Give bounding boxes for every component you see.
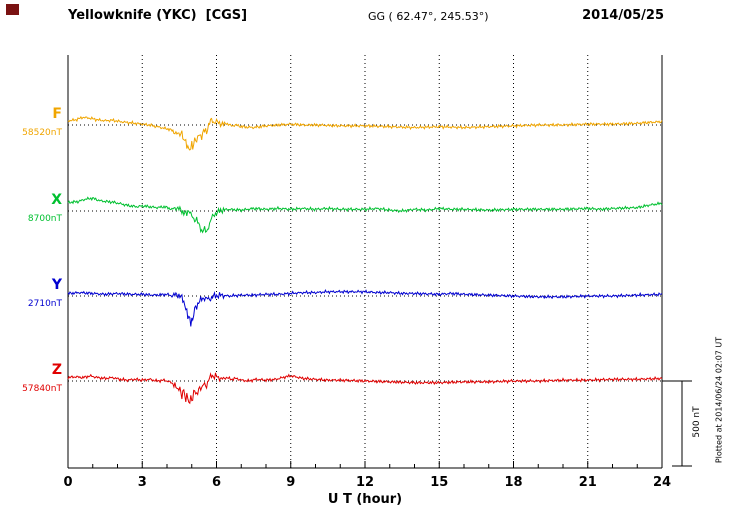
x-tick-label: 18 <box>504 475 522 490</box>
gridlines <box>68 55 662 468</box>
channel-label-X: X <box>51 192 62 208</box>
plotted-at-label: Plotted at 2014/06/24 02:07 UT <box>714 336 724 464</box>
x-tick-label: 9 <box>286 475 295 490</box>
x-tick-label: 24 <box>653 475 671 490</box>
x-tick-label: 21 <box>579 475 597 490</box>
date-label: 2014/05/25 <box>582 8 664 23</box>
trace-Y <box>67 289 663 327</box>
trace-X <box>67 196 663 234</box>
channel-label-Y: Y <box>51 277 62 293</box>
trace-Z <box>67 371 663 405</box>
channel-baseline-F: 58520nT <box>22 128 62 138</box>
x-tick-label: 3 <box>138 475 147 490</box>
channel-label-Z: Z <box>51 362 62 378</box>
x-tick-labels: 0 3 6 9 12 15 18 21 24 <box>63 475 671 490</box>
corner-marker <box>6 4 19 15</box>
x-tick-label: 15 <box>430 475 448 490</box>
channel-baseline-Z: 57840nT <box>22 384 62 394</box>
channel-label-F: F <box>52 106 62 122</box>
x-axis-title: U T (hour) <box>327 492 403 507</box>
scale-bar-label: 500 nT <box>692 406 702 438</box>
gg-coordinates: GG ( 62.47°, 245.53°) <box>368 10 489 23</box>
channel-baseline-X: 8700nT <box>27 214 62 224</box>
station-title: Yellowknife (YKC) [CGS] <box>68 8 248 23</box>
trace-F <box>67 115 663 151</box>
x-tick-label: 12 <box>356 475 374 490</box>
scale-bar <box>662 380 692 467</box>
axes <box>67 55 663 469</box>
channel-baseline-Y: 2710nT <box>27 299 62 309</box>
x-tick-label: 0 <box>63 475 72 490</box>
x-tick-label: 6 <box>212 475 221 490</box>
